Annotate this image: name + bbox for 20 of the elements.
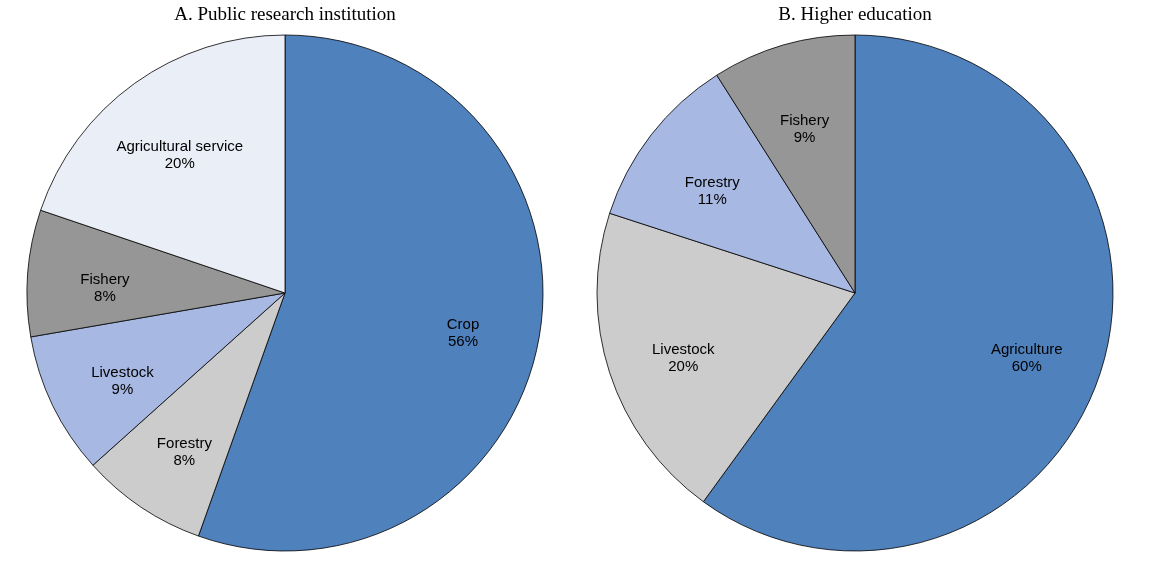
slice-label: Fishery	[80, 269, 131, 287]
data-label: 20%	[668, 356, 699, 374]
slice-label: Forestry	[156, 433, 213, 451]
data-label: 56%	[447, 331, 478, 349]
slice-label: Agriculture	[990, 339, 1063, 357]
data-label: 11%	[697, 190, 727, 208]
slice-label: Livestock	[91, 362, 155, 380]
data-label: 8%	[94, 286, 116, 304]
data-label: 9%	[793, 127, 816, 145]
data-label: 60%	[1011, 356, 1042, 374]
slice-label: Forestry	[684, 173, 741, 191]
data-label: 9%	[111, 379, 134, 397]
chart-title: B. Higher education	[778, 3, 933, 24]
slice-label: Agricultural service	[116, 137, 244, 155]
slice-label: Livestock	[651, 339, 715, 357]
slice-label: Crop	[446, 314, 480, 332]
data-label: 8%	[173, 450, 196, 468]
slice-label: Fishery	[780, 110, 830, 128]
chart-title: A. Public research institution	[174, 3, 397, 24]
data-label: 20%	[164, 154, 195, 172]
